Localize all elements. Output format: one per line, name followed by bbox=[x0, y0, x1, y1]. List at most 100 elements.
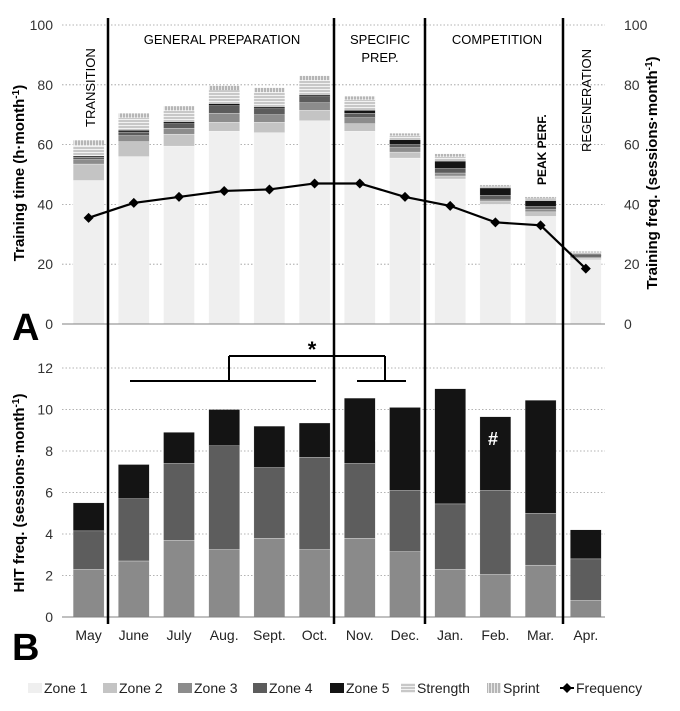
frequency-line bbox=[83, 178, 591, 274]
bar-a-dec-zone-1 bbox=[389, 157, 421, 325]
bar-b-apr-zone-5 bbox=[570, 529, 602, 560]
panel-b-y-tick-label: 0 bbox=[45, 609, 53, 625]
bar-a-mar-zone-4 bbox=[524, 206, 557, 210]
bar-a-mar-zone-5 bbox=[524, 200, 557, 207]
bar-a-june-strength bbox=[118, 117, 150, 131]
bar-a-aug-zone-5 bbox=[208, 103, 240, 106]
bar-b-oct-zone-4 bbox=[298, 457, 331, 550]
legend-swatch-zone-5 bbox=[330, 683, 344, 693]
bar-a-sept-zone-4 bbox=[253, 108, 286, 115]
frequency-point-apr bbox=[580, 263, 591, 274]
bar-a-aug-zone-1 bbox=[208, 130, 240, 325]
bar-a-aug-strength bbox=[208, 90, 240, 104]
month-label-aug: Aug. bbox=[210, 627, 239, 643]
panel-a-gridlines bbox=[62, 24, 605, 265]
legend-label-sprint: Sprint bbox=[503, 680, 540, 696]
month-label-mar: Mar. bbox=[527, 627, 554, 643]
month-axis-labels: May June July Aug. Sept. Oct. Nov. Dec. Jan. Feb.… bbox=[75, 627, 598, 643]
significance-star: * bbox=[308, 337, 317, 362]
bar-a-dec-zone-4 bbox=[389, 144, 421, 148]
panel-b-tick-labels: 0 2 4 6 8 10 12 bbox=[37, 360, 53, 625]
panel-a-y-tick-label: 20 bbox=[37, 256, 53, 272]
bar-a-aug-zone-4 bbox=[208, 105, 240, 114]
panel-a-y2-tick-label: 100 bbox=[624, 17, 648, 33]
bar-a-june-sprint bbox=[118, 113, 150, 118]
panel-b: 0 2 4 6 8 10 12 May June July Aug. Sept. Oct. Nov. De… bbox=[11, 337, 605, 669]
bar-a-july-zone-2 bbox=[163, 133, 195, 147]
bar-b-aug-zone-5 bbox=[208, 409, 240, 446]
bar-a-sept-sprint bbox=[253, 87, 286, 93]
panel-b-y-tick-label: 2 bbox=[45, 568, 53, 584]
bar-a-apr-sprint bbox=[570, 251, 602, 253]
panel-a: 0 0 20 20 40 40 60 60 80 80 100 100 A Training time… bbox=[11, 17, 661, 349]
bar-b-feb-zone-4 bbox=[479, 490, 512, 575]
bar-b-sept-zone-5 bbox=[253, 425, 286, 468]
bar-b-oct-zone-3 bbox=[298, 549, 331, 618]
frequency-point-dec bbox=[400, 191, 410, 202]
bar-b-feb-zone-3 bbox=[479, 574, 512, 618]
bar-a-aug-sprint bbox=[208, 85, 240, 91]
bar-a-july-strength bbox=[163, 110, 195, 123]
bar-a-june-zone-3 bbox=[118, 135, 150, 142]
panel-b-y-tick-label: 4 bbox=[45, 526, 53, 542]
panel-b-y-tick-label: 6 bbox=[45, 485, 53, 501]
bar-b-nov-zone-3 bbox=[344, 538, 376, 618]
bar-b-apr-zone-4 bbox=[570, 558, 602, 601]
panel-a-y2-tick-label: 60 bbox=[624, 137, 640, 153]
panel-b-label: B bbox=[12, 627, 39, 669]
panel-a-y-tick-label: 100 bbox=[30, 17, 54, 33]
frequency-point-aug bbox=[219, 185, 230, 196]
panel-a-tick-labels: 0 0 20 20 40 40 60 60 80 80 100 100 bbox=[30, 17, 648, 332]
frequency-point-jan bbox=[445, 200, 456, 211]
bar-a-apr-zone-5 bbox=[570, 254, 602, 256]
panel-a-bars bbox=[72, 75, 602, 325]
bar-a-jan-zone-1 bbox=[434, 178, 466, 325]
legend-label-zone-4: Zone 4 bbox=[269, 680, 313, 696]
panel-a-y-tick-label: 0 bbox=[45, 316, 53, 332]
bar-b-oct-zone-5 bbox=[298, 422, 331, 458]
bar-a-nov-zone-2 bbox=[344, 123, 376, 132]
bar-b-june-zone-5 bbox=[118, 464, 150, 499]
legend-label-zone-3: Zone 3 bbox=[194, 680, 238, 696]
bar-a-june-zone-5 bbox=[118, 130, 150, 133]
bar-a-dec-strength bbox=[389, 135, 421, 140]
bar-b-aug-zone-4 bbox=[208, 445, 240, 550]
month-label-july: July bbox=[167, 627, 192, 643]
bar-a-nov-zone-5 bbox=[344, 110, 376, 114]
panel-b-bars bbox=[72, 388, 602, 618]
bar-b-june-zone-4 bbox=[118, 498, 150, 562]
panel-a-y-tick-label: 60 bbox=[37, 137, 53, 153]
frequency-point-may bbox=[83, 212, 94, 223]
frequency-point-oct bbox=[309, 178, 320, 189]
legend-swatch-zone-1 bbox=[28, 683, 42, 693]
panel-b-y-tick-label: 8 bbox=[45, 443, 53, 459]
phase-regeneration-label: REGENERATION bbox=[579, 49, 594, 152]
panel-a-y2-tick-label: 0 bbox=[624, 316, 632, 332]
bar-b-july-zone-5 bbox=[163, 432, 195, 464]
bar-a-mar-zone-2 bbox=[524, 211, 557, 217]
bar-a-jan-strength bbox=[434, 156, 466, 162]
bar-a-jan-zone-4 bbox=[434, 168, 466, 174]
bar-b-mar-zone-4 bbox=[524, 513, 557, 566]
legend-label-strength: Strength bbox=[417, 680, 470, 696]
panel-a-y-tick-label: 80 bbox=[37, 77, 53, 93]
phase-transition-label: TRANSITION bbox=[83, 48, 98, 127]
bar-a-jan-zone-2 bbox=[434, 175, 466, 180]
panel-a-label: A bbox=[12, 307, 39, 349]
panel-b-y-tick-label: 10 bbox=[37, 402, 53, 418]
bar-a-jan-sprint bbox=[434, 153, 466, 158]
bar-b-dec-zone-4 bbox=[389, 490, 421, 552]
frequency-point-feb bbox=[490, 217, 501, 228]
panel-b-y-axis-title: HIT freq. (sessions·month-1) bbox=[11, 394, 28, 593]
bar-b-july-zone-3 bbox=[163, 540, 195, 618]
phase-general-preparation-label: GENERAL PREPARATION bbox=[144, 32, 301, 47]
hash-marker-feb: # bbox=[488, 429, 498, 449]
bar-a-nov-zone-1 bbox=[344, 130, 376, 325]
panel-a-y-axis-title: Training time (h·month-1) bbox=[11, 85, 28, 261]
month-label-dec: Dec. bbox=[391, 627, 420, 643]
legend-label-zone-5: Zone 5 bbox=[346, 680, 390, 696]
bar-b-may-zone-5 bbox=[72, 502, 105, 532]
bar-b-sept-zone-4 bbox=[253, 467, 286, 539]
panel-a-y-tick-label: 40 bbox=[37, 196, 53, 212]
